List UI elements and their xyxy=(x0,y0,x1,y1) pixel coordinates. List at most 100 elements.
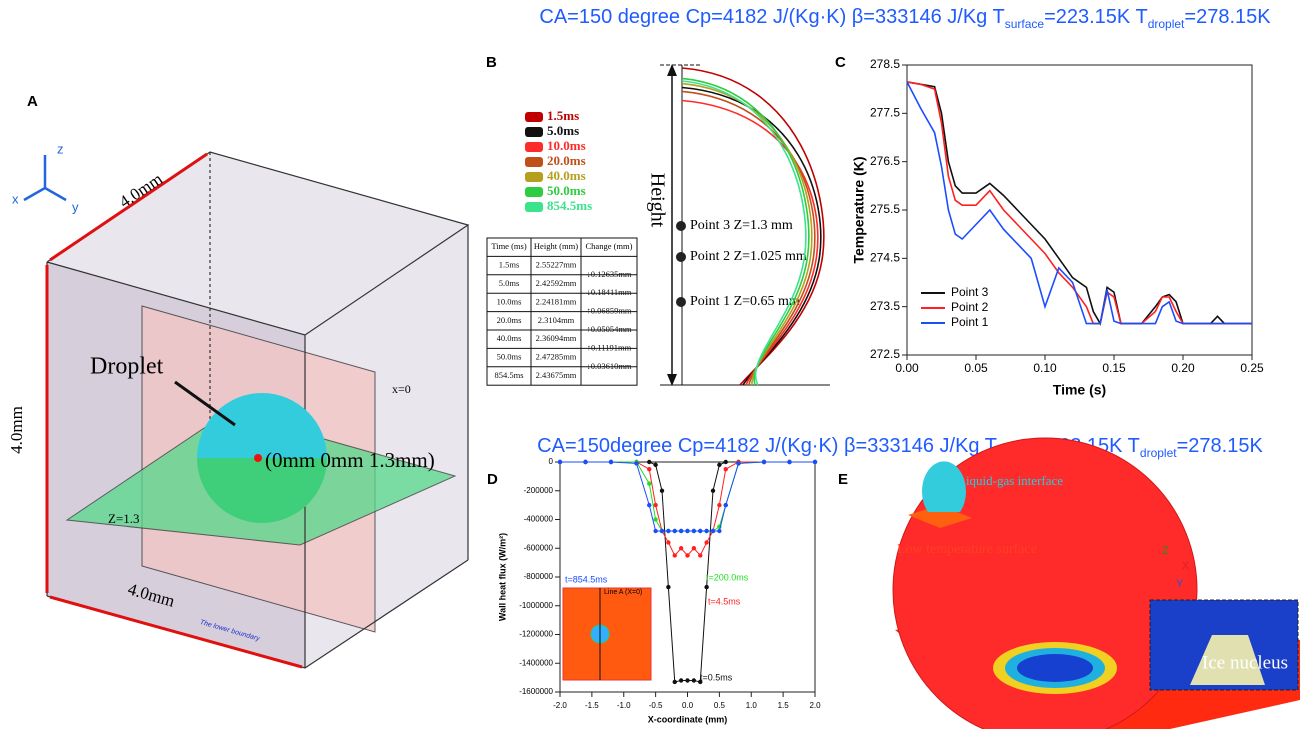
marker xyxy=(647,460,651,464)
probe-point xyxy=(676,252,686,262)
table-cell: ↓0.18411mm xyxy=(587,287,632,297)
center-dot xyxy=(254,454,262,462)
series-label: t=4.5ms xyxy=(708,596,741,606)
y-tick-label: -400000 xyxy=(524,515,554,524)
panel-label: C xyxy=(835,54,846,71)
marker xyxy=(685,553,689,557)
table-cell: ↓0.12635mm xyxy=(586,269,631,279)
panel-e: E Liquid-gas interface Low temperature s… xyxy=(838,438,1300,729)
table-cell: 1.5ms xyxy=(499,260,520,270)
legend-label: 50.0ms xyxy=(547,183,586,198)
y-tick-label: 277.5 xyxy=(870,106,900,120)
y-tick-label: -1600000 xyxy=(519,687,553,696)
figure: CA=150 degree Cp=4182 J/(Kg·K) β=333146 … xyxy=(0,0,1301,729)
y-tick-label: -600000 xyxy=(524,543,554,552)
marker xyxy=(813,460,817,464)
arrowhead xyxy=(667,64,677,76)
surface-label: Low temperature surface xyxy=(897,542,1037,557)
marker xyxy=(711,489,715,493)
table-cell: ↓0.03610mm xyxy=(586,361,631,371)
marker xyxy=(583,460,587,464)
marker xyxy=(762,460,766,464)
legend-swatch xyxy=(525,112,543,122)
series-label: t=0.5ms xyxy=(700,672,733,682)
marker xyxy=(717,503,721,507)
x-tick-label: 0.05 xyxy=(964,361,988,375)
table-cell: 2.43675mm xyxy=(536,370,577,380)
table-cell: ↑0.05054mm xyxy=(586,324,631,334)
legend-label: 10.0ms xyxy=(547,138,586,153)
series-line xyxy=(560,462,815,531)
marker xyxy=(704,585,708,589)
marker xyxy=(704,529,708,533)
probe-point xyxy=(676,221,686,231)
marker xyxy=(660,529,664,533)
panel-label: B xyxy=(486,54,497,71)
y-tick-label: -1400000 xyxy=(519,658,553,667)
x-axis-label: Time (s) xyxy=(1053,382,1106,398)
profile-curve xyxy=(682,88,821,386)
axis-name: Y xyxy=(1176,578,1184,590)
panel-label: D xyxy=(487,471,498,488)
y-tick-label: 278.5 xyxy=(870,57,900,71)
marker xyxy=(673,553,677,557)
height-label: Height xyxy=(646,173,668,228)
marker xyxy=(736,461,740,465)
table-cell: ↑0.06859mm xyxy=(586,306,631,316)
panel-label: A xyxy=(27,93,38,110)
x-tick-label: 0.10 xyxy=(1033,361,1057,375)
plane-label: Z=1.3 xyxy=(108,511,140,526)
legend-swatch xyxy=(525,157,543,167)
x-tick-label: 0.5 xyxy=(714,701,726,710)
y-tick-label: -200000 xyxy=(524,486,554,495)
probe-point xyxy=(676,297,686,307)
table-cell: 2.55227mm xyxy=(536,260,577,270)
axis-name: Z xyxy=(1162,545,1169,557)
y-tick-label: -1000000 xyxy=(519,601,553,610)
marker xyxy=(634,461,638,465)
y-axis-label: Temperature (K) xyxy=(851,156,867,263)
marker xyxy=(653,529,657,533)
marker xyxy=(647,467,651,471)
legend-label: 5.0ms xyxy=(547,123,579,138)
table-cell: 20.0ms xyxy=(497,315,522,325)
y-axis-label: Wall heat flux (W/m²) xyxy=(497,533,507,621)
legend-label: 20.0ms xyxy=(547,153,586,168)
inset-label: Line A (X=0) xyxy=(604,589,642,596)
y-tick-label: 0 xyxy=(549,457,554,466)
marker xyxy=(660,489,664,493)
header-part: CA=150 degree Cp=4182 J/(Kg·K) β=333146 … xyxy=(539,6,1004,28)
panel-b: B Height Point 3 Z=1.3 mm Point 2 Z=1.02… xyxy=(486,54,830,386)
table-header: Time (ms) xyxy=(491,241,527,251)
table-cell: 50.0ms xyxy=(497,352,522,362)
axis-name: X xyxy=(1182,560,1190,572)
y-tick-label: 273.5 xyxy=(870,299,900,313)
marker xyxy=(711,529,715,533)
marker xyxy=(692,529,696,533)
x-tick-label: 1.5 xyxy=(778,701,790,710)
marker xyxy=(724,503,728,507)
x-tick-label: -0.5 xyxy=(649,701,663,710)
marker xyxy=(698,553,702,557)
table-header: Change (mm) xyxy=(586,241,633,251)
y-tick-label: -1200000 xyxy=(519,630,553,639)
table-cell: 2.42592mm xyxy=(536,278,577,288)
marker xyxy=(717,463,721,467)
marker xyxy=(666,540,670,544)
chart: C0.000.050.100.150.200.25272.5273.5274.5… xyxy=(835,54,1264,398)
legend-swatch xyxy=(525,202,543,212)
y-tick-label: 275.5 xyxy=(870,202,900,216)
freezing-core xyxy=(1017,654,1093,682)
point-label: Point 1 Z=0.65 mm xyxy=(690,294,800,309)
x-tick-label: -1.0 xyxy=(617,701,631,710)
table-cell: 10.0ms xyxy=(497,296,522,306)
table-cell: ↑0.11191mm xyxy=(587,342,632,352)
x-tick-label: 0.00 xyxy=(895,361,919,375)
legend-label: Point 1 xyxy=(951,315,989,329)
marker xyxy=(724,467,728,471)
marker xyxy=(692,546,696,550)
header-part: =278.15K xyxy=(1177,435,1264,457)
axis-name: y xyxy=(72,199,79,214)
marker xyxy=(673,529,677,533)
